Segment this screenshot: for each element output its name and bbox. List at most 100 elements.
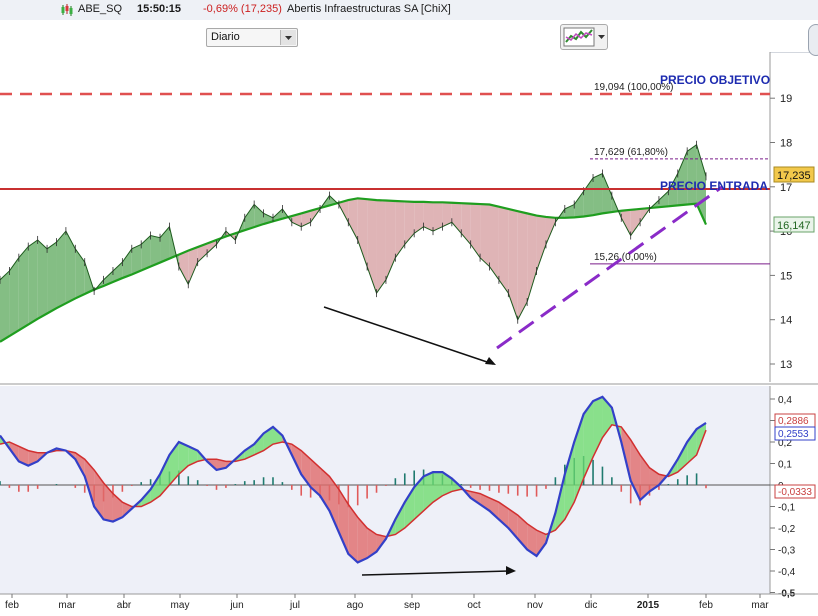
price-tick-label: 14 <box>780 315 792 327</box>
price-fill-segment <box>451 202 462 234</box>
price-fill-segment <box>489 204 499 280</box>
macd-fill-segment <box>357 517 368 563</box>
macd-fill-segment <box>329 476 339 533</box>
time-tick-label: oct <box>467 600 481 611</box>
macd-badge <box>774 484 816 499</box>
time-tick-label: dic <box>585 600 598 611</box>
macd-fill-segment <box>677 442 688 473</box>
price-fill-segment <box>301 210 311 227</box>
macd-fill-segment <box>564 442 575 520</box>
price-fill-segment <box>461 203 471 245</box>
macd-fill-segment <box>291 444 302 475</box>
macd-fill-segment <box>320 467 330 511</box>
price-tick-label: 19 <box>780 93 792 105</box>
price-fill-segment <box>621 209 631 236</box>
price-fill-segment <box>498 206 509 294</box>
price-fill-segment <box>178 250 189 285</box>
price-line <box>0 143 707 321</box>
price-fill-segment <box>122 248 132 279</box>
price-fill-segment <box>65 231 76 304</box>
price-fill-segment <box>470 203 481 258</box>
price-fill-segment <box>527 213 537 302</box>
price-fill-segment <box>197 243 208 263</box>
price-fill-segment <box>254 204 264 228</box>
macd-tick-label: 0,2 <box>778 438 792 449</box>
signal-line <box>0 423 707 538</box>
price-fill-segment <box>658 191 669 208</box>
macd-fill-segment <box>640 454 650 501</box>
time-tick-label: sep <box>404 600 421 611</box>
moving-average-line <box>0 197 708 343</box>
price-fill-segment <box>395 200 405 258</box>
macd-tick-label: -0,2 <box>778 524 796 535</box>
macd-fill-segment <box>18 446 29 466</box>
price-badge <box>773 166 815 183</box>
macd-fill-segment <box>687 429 697 464</box>
macd-fill-segment <box>178 442 189 475</box>
macd-plot-area <box>0 386 770 594</box>
time-tick-label: jul <box>289 600 300 611</box>
price-fill-segment <box>18 246 29 331</box>
price-fill-segment <box>480 204 490 267</box>
time-label: 15:50:15 <box>137 3 182 15</box>
macd-fill-segment <box>423 472 434 511</box>
fib-0-label: 15,26 (0,00%) <box>594 252 657 263</box>
price-panel: 13141516171819 <box>0 52 792 382</box>
macd-panel: 0,40,30,20,10-0,1-0,2-0,3-0,4-0,5 <box>0 386 796 600</box>
price-badge-text: 17,235 <box>777 170 811 182</box>
candlestick-icon <box>60 3 74 17</box>
annotations: PRECIO OBJETIVO PRECIO ENTRADA 19,094 (100… <box>594 73 816 499</box>
macd-fill-segment <box>150 474 161 503</box>
macd-fill-segment <box>395 502 405 535</box>
price-fill-segment <box>376 200 386 294</box>
macd-fill-segment <box>94 469 104 520</box>
macd-badge <box>774 426 816 441</box>
price-tick-label: 15 <box>780 270 792 282</box>
price-fill-segment <box>545 216 556 245</box>
macd-fill-segment <box>527 523 537 556</box>
macd-tick-label: 0,4 <box>778 395 792 406</box>
macd-fill-segment <box>404 487 415 528</box>
timeframe-select[interactable]: Diario <box>206 28 298 47</box>
time-tick-label: may <box>171 600 190 611</box>
macd-badge-text: -0,0333 <box>778 487 812 498</box>
price-fill-segment <box>75 248 85 299</box>
price-fill-segment <box>574 191 584 218</box>
price-fill-segment <box>433 202 443 232</box>
price-fill-segment <box>602 173 612 214</box>
ma-badge <box>773 216 815 233</box>
macd-badge-text: 0,2553 <box>778 429 809 440</box>
fib-100-label: 19,094 (100,00%) <box>594 82 674 93</box>
price-fill-segment <box>677 151 688 206</box>
price-fill-segment <box>442 202 452 227</box>
price-fill-segment <box>0 270 10 342</box>
time-tick-label: feb <box>699 600 713 611</box>
time-tick-label: jun <box>229 600 243 611</box>
price-fill-segment <box>56 231 66 309</box>
price-fill-segment <box>348 198 358 240</box>
macd-fill-segment <box>160 454 170 496</box>
chevron-down-icon[interactable] <box>280 30 296 45</box>
fib-618-label: 17,629 (61,80%) <box>594 147 668 158</box>
ma-badge-text: 16,147 <box>777 220 811 232</box>
price-fill-segment <box>28 239 38 325</box>
symbol-label[interactable]: ABE_SQ <box>78 3 123 15</box>
macd-fill-segment <box>536 530 546 556</box>
indicator-button[interactable] <box>560 24 608 50</box>
macd-badge-text: 0,2886 <box>778 416 809 427</box>
macd-fill-segment <box>367 528 377 559</box>
time-tick-label: 2015 <box>637 600 660 611</box>
time-tick-label: nov <box>527 600 543 611</box>
price-fill-segment <box>630 208 641 236</box>
macd-fill-segment <box>583 401 594 479</box>
change-label: -0,69% (17,235) <box>203 3 282 15</box>
macd-fill-segment <box>508 508 518 539</box>
price-fill-segment <box>131 244 142 275</box>
side-panel-handle[interactable] <box>808 24 818 56</box>
price-tick-label: 18 <box>780 138 792 150</box>
price-fill-segment <box>404 201 415 245</box>
macd-fill-segment <box>254 433 264 455</box>
price-fill-segment <box>687 144 697 205</box>
price-fill-segment <box>517 211 528 320</box>
